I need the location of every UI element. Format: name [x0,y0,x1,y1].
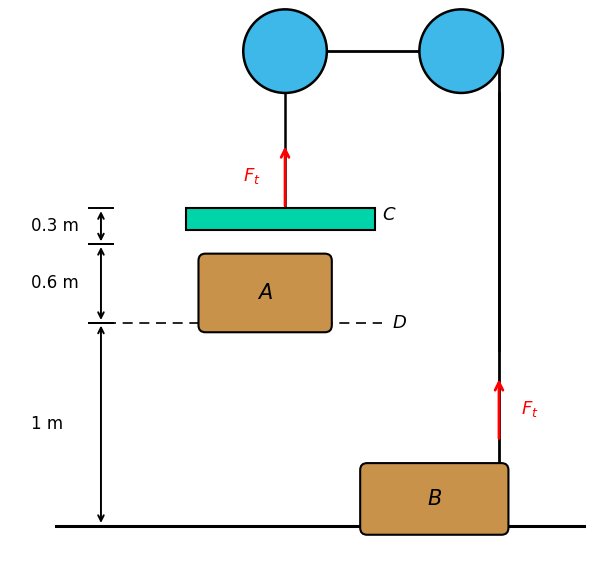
Text: $D$: $D$ [392,314,407,332]
Circle shape [419,10,503,93]
Text: $F_t$: $F_t$ [521,399,539,419]
Bar [185,208,375,231]
Text: $B$: $B$ [427,489,442,509]
Text: $F_t$: $F_t$ [243,166,261,185]
Text: $A$: $A$ [257,283,273,303]
Text: 0.3 m: 0.3 m [31,218,79,235]
FancyBboxPatch shape [360,463,509,534]
Text: $C$: $C$ [382,206,396,224]
Text: 1 m: 1 m [31,415,64,433]
FancyBboxPatch shape [198,254,332,332]
Text: 0.6 m: 0.6 m [31,275,79,293]
Circle shape [243,10,327,93]
